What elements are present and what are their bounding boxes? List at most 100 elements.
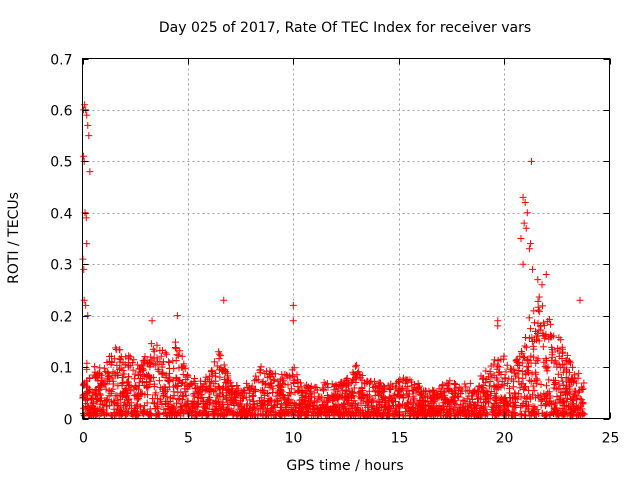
data-point bbox=[423, 392, 431, 400]
data-point bbox=[525, 314, 533, 322]
data-point bbox=[535, 306, 543, 314]
data-point bbox=[387, 380, 395, 388]
data-point bbox=[220, 411, 228, 419]
data-point bbox=[578, 405, 586, 413]
data-point bbox=[441, 398, 449, 406]
data-point bbox=[305, 383, 313, 391]
x-tick-label: 15 bbox=[391, 431, 409, 447]
data-point bbox=[160, 383, 168, 391]
data-point bbox=[332, 403, 340, 411]
data-point bbox=[290, 406, 298, 414]
data-point bbox=[157, 352, 165, 360]
data-point bbox=[450, 379, 458, 387]
data-point bbox=[234, 391, 242, 399]
data-point bbox=[490, 400, 498, 408]
data-point bbox=[214, 393, 222, 401]
data-point bbox=[289, 301, 297, 309]
data-point bbox=[381, 383, 389, 391]
data-point bbox=[455, 383, 463, 391]
data-point bbox=[410, 395, 418, 403]
data-point bbox=[502, 368, 510, 376]
data-point bbox=[348, 387, 356, 395]
data-point bbox=[277, 411, 285, 419]
data-point bbox=[217, 398, 225, 406]
data-point bbox=[540, 322, 548, 330]
data-point bbox=[550, 332, 558, 340]
data-point bbox=[111, 409, 119, 417]
data-point bbox=[334, 407, 342, 415]
data-point bbox=[146, 363, 154, 371]
data-point bbox=[125, 402, 133, 410]
data-point bbox=[215, 355, 223, 363]
data-point bbox=[161, 374, 169, 382]
data-point bbox=[447, 411, 455, 419]
data-point bbox=[535, 308, 543, 316]
data-point bbox=[173, 375, 181, 383]
data-point bbox=[349, 388, 357, 396]
data-point bbox=[328, 391, 336, 399]
data-point bbox=[461, 380, 469, 388]
data-point bbox=[532, 394, 540, 402]
data-point bbox=[443, 408, 451, 416]
data-point bbox=[560, 402, 568, 410]
data-point bbox=[407, 407, 415, 415]
data-point bbox=[162, 400, 170, 408]
data-point bbox=[382, 401, 390, 409]
data-point bbox=[355, 408, 363, 416]
data-point bbox=[375, 388, 383, 396]
data-point bbox=[316, 404, 324, 412]
data-point bbox=[550, 384, 558, 392]
data-point bbox=[522, 383, 530, 391]
y-axis-ticks: 0 0.1 0.2 0.3 0.4 0.5 0.6 0.7 bbox=[50, 53, 610, 429]
data-point bbox=[556, 407, 564, 415]
data-point bbox=[560, 361, 568, 369]
data-point bbox=[343, 374, 351, 382]
data-point bbox=[355, 389, 363, 397]
data-point bbox=[379, 393, 387, 401]
data-point bbox=[107, 361, 115, 369]
data-point bbox=[179, 363, 187, 371]
data-point bbox=[285, 410, 293, 418]
data-point bbox=[281, 401, 289, 409]
data-point bbox=[184, 397, 192, 405]
data-point bbox=[487, 362, 495, 370]
data-point bbox=[513, 358, 521, 366]
data-point bbox=[500, 355, 508, 363]
data-point bbox=[320, 379, 328, 387]
data-point bbox=[276, 376, 284, 384]
data-point bbox=[391, 406, 399, 414]
data-point bbox=[106, 353, 114, 361]
y-tick-label: 0.6 bbox=[50, 104, 72, 120]
data-point bbox=[396, 378, 404, 386]
data-point bbox=[330, 386, 338, 394]
data-point bbox=[358, 384, 366, 392]
data-point bbox=[255, 405, 263, 413]
data-point bbox=[347, 410, 355, 418]
data-point bbox=[237, 396, 245, 404]
data-point bbox=[356, 390, 364, 398]
data-point bbox=[578, 383, 586, 391]
data-point bbox=[152, 389, 160, 397]
data-point bbox=[85, 389, 93, 397]
data-point bbox=[375, 379, 383, 387]
data-point bbox=[107, 390, 115, 398]
data-point bbox=[548, 351, 556, 359]
data-point bbox=[381, 395, 389, 403]
data-point bbox=[565, 383, 573, 391]
data-point bbox=[576, 409, 584, 417]
data-point bbox=[190, 378, 198, 386]
data-point bbox=[550, 359, 558, 367]
data-point bbox=[375, 391, 383, 399]
data-point bbox=[212, 369, 220, 377]
data-point bbox=[213, 391, 221, 399]
data-point bbox=[386, 402, 394, 410]
data-point bbox=[144, 411, 152, 419]
data-point bbox=[205, 378, 213, 386]
data-point bbox=[479, 374, 487, 382]
data-point bbox=[122, 411, 130, 419]
data-point bbox=[251, 377, 259, 385]
data-point bbox=[226, 389, 234, 397]
data-point bbox=[170, 392, 178, 400]
data-point bbox=[100, 411, 108, 419]
data-point bbox=[176, 347, 184, 355]
